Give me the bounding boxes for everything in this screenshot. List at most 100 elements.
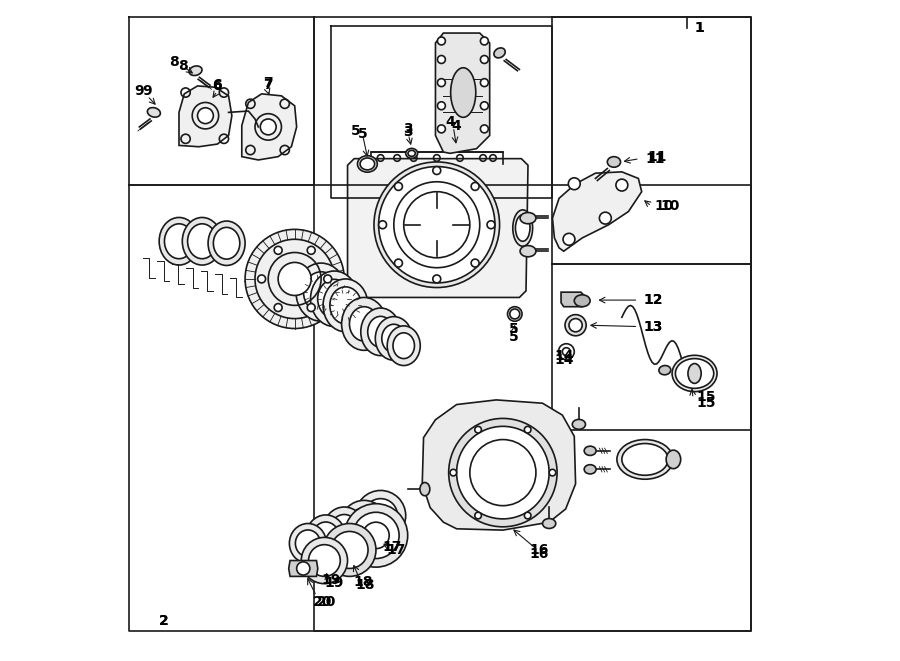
Ellipse shape (148, 108, 160, 117)
Circle shape (471, 259, 479, 267)
Circle shape (437, 79, 446, 87)
Circle shape (197, 108, 213, 124)
Ellipse shape (543, 518, 556, 529)
Circle shape (525, 426, 531, 433)
Circle shape (437, 125, 446, 133)
Circle shape (569, 319, 582, 332)
Text: 7: 7 (263, 77, 273, 92)
Text: 4: 4 (446, 114, 454, 129)
Text: 9: 9 (142, 84, 152, 98)
Ellipse shape (508, 307, 522, 321)
Ellipse shape (357, 156, 377, 172)
Ellipse shape (349, 307, 379, 341)
Text: 12: 12 (644, 293, 663, 307)
Polygon shape (553, 172, 642, 251)
Ellipse shape (494, 48, 505, 58)
Text: 1: 1 (695, 20, 705, 35)
Polygon shape (347, 159, 528, 297)
Text: 14: 14 (554, 348, 573, 363)
Circle shape (274, 247, 282, 254)
Ellipse shape (408, 150, 415, 156)
Text: 10: 10 (655, 199, 674, 214)
Polygon shape (242, 94, 297, 160)
Circle shape (274, 303, 282, 311)
Ellipse shape (361, 308, 400, 356)
Ellipse shape (509, 309, 519, 319)
Circle shape (302, 537, 347, 584)
Polygon shape (422, 400, 576, 530)
Circle shape (437, 56, 446, 63)
Ellipse shape (659, 366, 670, 375)
Text: 6: 6 (212, 77, 222, 92)
Circle shape (323, 524, 376, 576)
Text: 5: 5 (358, 126, 367, 141)
Ellipse shape (318, 280, 351, 318)
Circle shape (307, 303, 315, 311)
Circle shape (481, 102, 489, 110)
Ellipse shape (159, 217, 199, 265)
Ellipse shape (382, 325, 406, 352)
Circle shape (379, 221, 386, 229)
Circle shape (245, 229, 344, 329)
Ellipse shape (393, 333, 415, 358)
Text: 15: 15 (697, 389, 716, 404)
Ellipse shape (296, 263, 346, 321)
Ellipse shape (387, 326, 420, 366)
Text: 11: 11 (647, 150, 667, 165)
Ellipse shape (165, 224, 194, 258)
Ellipse shape (323, 507, 365, 553)
Circle shape (563, 233, 575, 245)
Ellipse shape (572, 420, 586, 430)
Text: 2: 2 (159, 614, 169, 629)
Polygon shape (561, 292, 585, 307)
Circle shape (257, 275, 266, 283)
Ellipse shape (360, 158, 374, 170)
Circle shape (278, 262, 311, 295)
Text: 11: 11 (645, 151, 664, 166)
Text: 2: 2 (159, 614, 169, 629)
Ellipse shape (608, 157, 620, 167)
Text: 8: 8 (169, 55, 178, 69)
Ellipse shape (310, 271, 358, 327)
Ellipse shape (451, 67, 476, 118)
Ellipse shape (574, 295, 590, 307)
Polygon shape (436, 33, 490, 153)
Ellipse shape (208, 221, 245, 266)
Ellipse shape (368, 317, 393, 347)
Text: 3: 3 (403, 125, 413, 139)
Ellipse shape (341, 500, 387, 547)
Ellipse shape (295, 530, 320, 557)
Circle shape (481, 37, 489, 45)
Circle shape (450, 469, 456, 476)
Ellipse shape (672, 355, 717, 391)
Text: 19: 19 (322, 573, 341, 588)
Ellipse shape (312, 522, 339, 551)
Polygon shape (289, 561, 318, 576)
Ellipse shape (303, 272, 338, 313)
Circle shape (475, 426, 482, 433)
Ellipse shape (688, 364, 701, 383)
Text: 13: 13 (644, 319, 663, 334)
Circle shape (599, 212, 611, 224)
Text: 17: 17 (382, 540, 401, 555)
Text: 1: 1 (695, 20, 705, 35)
Circle shape (525, 512, 531, 519)
Ellipse shape (420, 483, 430, 496)
Circle shape (481, 125, 489, 133)
Text: 13: 13 (644, 319, 663, 334)
Ellipse shape (183, 217, 222, 265)
Text: 3: 3 (403, 122, 413, 136)
Text: 20: 20 (317, 594, 336, 609)
Text: 14: 14 (554, 353, 573, 368)
Ellipse shape (584, 446, 596, 455)
Text: 4: 4 (452, 118, 462, 133)
Ellipse shape (348, 508, 380, 539)
Ellipse shape (375, 317, 412, 360)
Ellipse shape (364, 498, 398, 533)
Ellipse shape (330, 514, 358, 546)
Ellipse shape (213, 227, 239, 259)
Ellipse shape (306, 515, 346, 559)
Circle shape (394, 182, 402, 190)
Circle shape (562, 348, 571, 356)
Circle shape (471, 182, 479, 190)
